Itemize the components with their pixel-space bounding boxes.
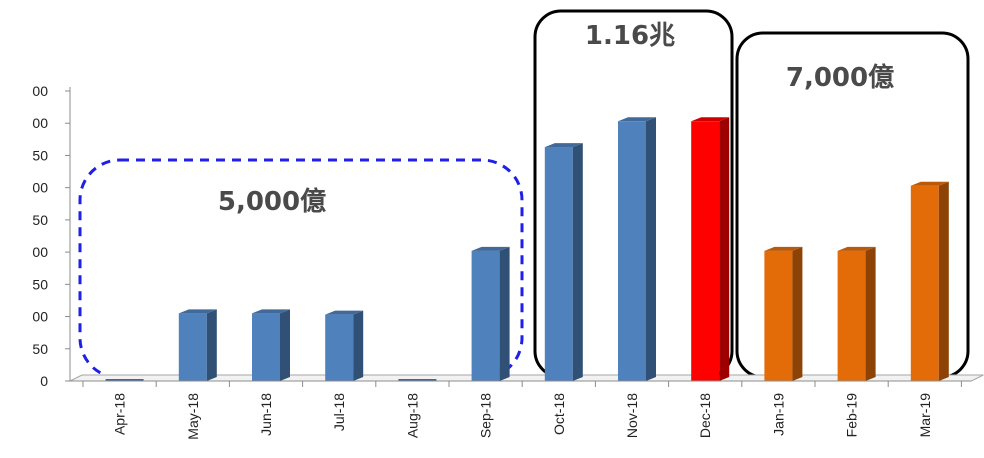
bar-top-nov-18 [618,117,656,122]
bar-mar-19 [910,185,939,381]
y-tick-label: 00 [32,115,48,131]
bar-side-may-18 [206,309,217,381]
x-tick-label: Jan-19 [770,393,786,436]
annotation-label-7000oku: 7,000億 [786,63,894,93]
bar-jan-19 [764,250,793,381]
bar-sep-18 [471,250,500,381]
annotation-label-116cho: 1.16兆 [585,21,675,51]
bar-oct-18 [544,147,573,381]
bar-top-jan-19 [764,246,803,251]
bar-side-jan-19 [792,246,803,381]
bar-top-jun-18 [252,309,290,314]
y-tick-label: 00 [32,244,48,260]
bar-feb-19 [837,250,866,381]
x-tick-label: Jun-18 [258,393,274,436]
bar-side-sep-18 [499,246,510,381]
bar-side-mar-19 [938,181,949,381]
annotation-labels: 5,000億 1.16兆 7,000億 [218,21,894,217]
y-tick-label: 00 [32,83,48,99]
bars [105,117,949,382]
bar-top-oct-18 [544,143,583,148]
bar-side-feb-19 [865,246,876,381]
y-tick-label: 00 [32,309,48,325]
y-tick-label: 50 [32,212,48,228]
bar-top-may-18 [178,309,217,314]
x-tick-label: Dec-18 [697,393,713,438]
x-tick-label: Mar-19 [917,393,933,438]
y-tick-label: 50 [32,341,48,357]
x-tick-label: May-18 [185,393,201,440]
x-tick-label: Sep-18 [478,393,494,438]
y-tick-label: 0 [40,373,48,389]
y-axis: 0 50 00 50 00 50 00 50 00 00 [32,83,71,389]
y-tick-label: 50 [32,276,48,292]
x-tick-label: Apr-18 [112,393,128,435]
bar-side-jun-18 [280,309,290,381]
annotation-label-5000oku: 5,000億 [218,187,326,217]
y-tick-label: 50 [32,147,48,163]
bar-top-dec-18 [691,117,730,122]
bar-may-18 [178,313,207,381]
bar-top-mar-19 [910,181,949,186]
x-tick-label: Aug-18 [404,393,420,438]
x-tick-label: Oct-18 [551,393,567,435]
bar-side-jul-18 [353,310,364,381]
bar-side-nov-18 [646,117,656,382]
bar-aug-18 [398,379,437,381]
bar-jul-18 [325,314,354,381]
x-axis: Apr-18 May-18 Jun-18 Jul-18 Aug-18 Sep-18 Oct-… [70,380,972,440]
bar-side-oct-18 [572,143,583,381]
bar-dec-18 [691,121,720,382]
bar-top-sep-18 [471,246,510,251]
bar-apr-18 [105,379,144,381]
y-tick-label: 00 [32,180,48,196]
bar-side-dec-18 [719,117,730,382]
x-tick-label: Feb-19 [844,393,860,438]
x-tick-label: Nov-18 [624,393,640,438]
x-tick-label: Jul-18 [331,393,347,431]
bar-top-jul-18 [325,310,364,315]
bar-top-feb-19 [837,246,876,251]
bar-nov-18 [618,121,646,382]
bar-jun-18 [252,313,280,381]
